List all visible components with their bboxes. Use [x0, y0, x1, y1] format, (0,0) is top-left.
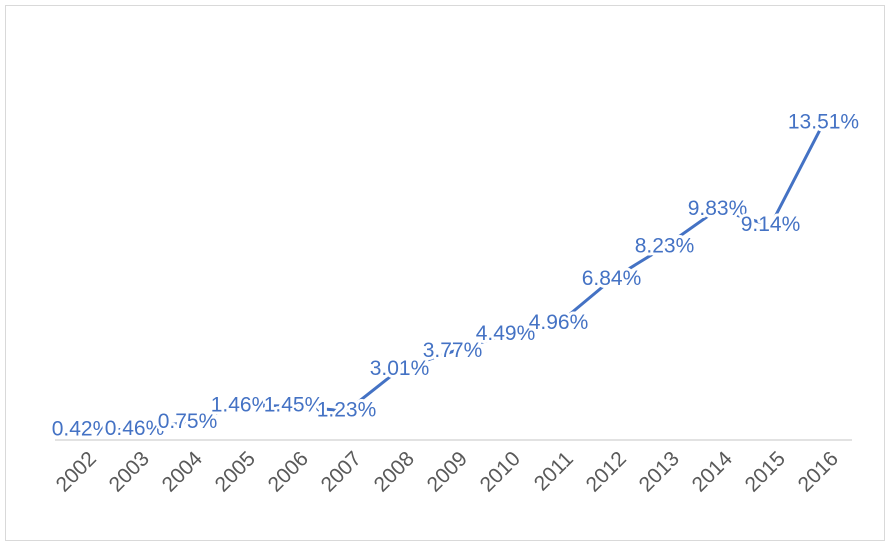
- data-label: 3.77%: [423, 339, 483, 362]
- data-label: 4.96%: [529, 311, 589, 334]
- data-label: 4.49%: [476, 322, 536, 345]
- data-label: 1.46%: [211, 393, 271, 416]
- data-label: 0.46%: [105, 417, 165, 440]
- data-label: 1.45%: [264, 394, 324, 417]
- data-line: [81, 122, 825, 432]
- chart-frame: [5, 5, 885, 541]
- data-label: 3.01%: [370, 357, 430, 380]
- data-label: 9.83%: [688, 197, 748, 220]
- data-label: 0.75%: [158, 410, 218, 433]
- data-label: 1.23%: [317, 399, 377, 422]
- data-label: 9.14%: [741, 213, 801, 236]
- data-label: 6.84%: [582, 267, 642, 290]
- data-label: 13.51%: [788, 111, 859, 134]
- data-label: 8.23%: [635, 234, 695, 257]
- data-label: 0.42%: [52, 418, 112, 441]
